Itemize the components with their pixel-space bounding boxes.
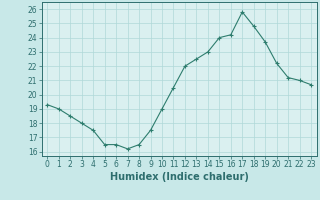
X-axis label: Humidex (Indice chaleur): Humidex (Indice chaleur) <box>110 172 249 182</box>
